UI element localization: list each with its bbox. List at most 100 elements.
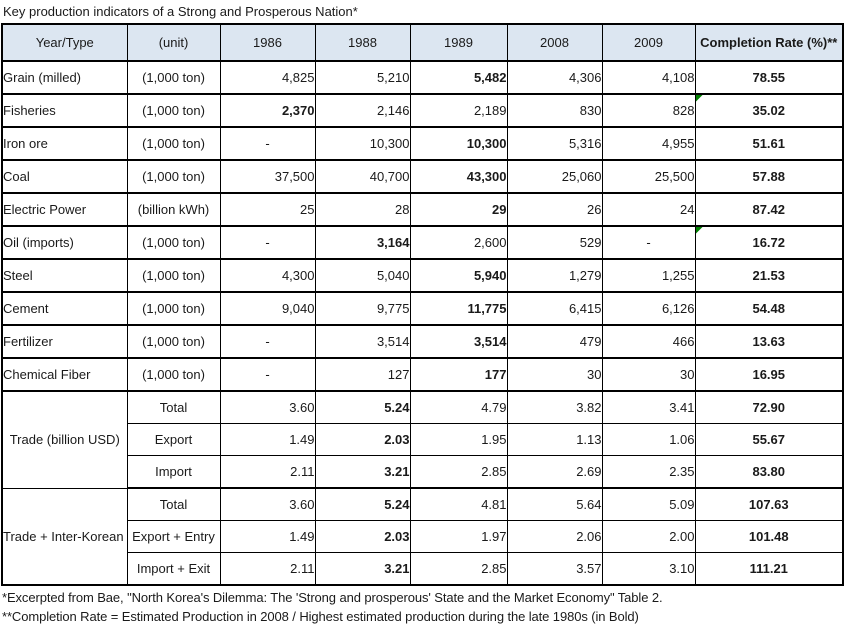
cell-label: Grain (milled) <box>1 60 128 95</box>
cell-2009: 5.09 <box>601 487 696 521</box>
cell-1989: 1.95 <box>409 423 508 456</box>
cell-unit: (1,000 ton) <box>126 258 221 293</box>
footnotes: *Excerpted from Bae, "North Korea's Dile… <box>2 590 846 625</box>
footnote-source: *Excerpted from Bae, "North Korea's Dile… <box>2 590 663 605</box>
cell-type: Export + Entry <box>126 520 221 553</box>
group-label-trade: Trade (billion USD) <box>1 390 128 489</box>
header-year-type: Year/Type <box>1 23 128 62</box>
header-1986: 1986 <box>219 23 316 62</box>
table-row-trade-ike-total: Trade + Inter-Korean Exchange (billion U… <box>1 487 844 586</box>
cell-1988: 2,146 <box>314 93 411 128</box>
group-label-trade-ike: Trade + Inter-Korean Exchange (billion U… <box>1 487 128 586</box>
cell-2008: 2.06 <box>506 520 603 553</box>
cell-2009: 4,955 <box>601 126 696 161</box>
cell-type: Import + Exit <box>126 552 221 586</box>
cell-type: Import <box>126 455 221 489</box>
cell-2009: 3.41 <box>601 390 696 424</box>
cell-completion-rate: 55.67 <box>694 423 844 456</box>
cell-1986: - <box>219 324 316 359</box>
cell-2008: 5.64 <box>506 487 603 521</box>
cell-1986: 2,370 <box>219 93 316 128</box>
header-1989: 1989 <box>409 23 508 62</box>
cell-label: Coal <box>1 159 128 194</box>
cell-1988: 5,210 <box>314 60 411 95</box>
page-title: Key production indicators of a Strong an… <box>3 4 358 19</box>
cell-1986: 3.60 <box>219 487 316 521</box>
cell-type: Total <box>126 390 221 424</box>
cell-error-flag-icon <box>696 227 703 234</box>
cell-completion-rate: 83.80 <box>694 455 844 489</box>
cell-1989: 5,940 <box>409 258 508 293</box>
table-row-trade-ike-import: Import + Exit 2.11 3.21 2.85 3.57 3.10 1… <box>2 552 844 586</box>
cell-2008: 3.82 <box>506 390 603 424</box>
cell-1986: 4,300 <box>219 258 316 293</box>
cell-label: Chemical Fiber <box>1 357 128 392</box>
cell-1988: 3.21 <box>314 455 411 489</box>
cell-1989: 2,600 <box>409 225 508 260</box>
table-row-oil-imports: Oil (imports) (1,000 ton) - 3,164 2,600 … <box>1 225 844 260</box>
cell-2009: 24 <box>601 192 696 227</box>
table-row-trade-export: Export 1.49 2.03 1.95 1.13 1.06 55.67 <box>2 423 844 456</box>
cell-label: Oil (imports) <box>1 225 128 260</box>
rate-value: 16.72 <box>752 235 786 250</box>
cell-2008: 2.69 <box>506 455 603 489</box>
table-row-grain: Grain (milled) (1,000 ton) 4,825 5,210 5… <box>1 60 844 95</box>
cell-1989: 2.85 <box>409 455 508 489</box>
cell-1986: 1.49 <box>219 423 316 456</box>
cell-2009: 466 <box>601 324 696 359</box>
cell-1988: 9,775 <box>314 291 411 326</box>
cell-label: Iron ore <box>1 126 128 161</box>
cell-label: Cement <box>1 291 128 326</box>
cell-completion-rate: 57.88 <box>694 159 844 194</box>
cell-1986: 9,040 <box>219 291 316 326</box>
cell-1986: - <box>219 126 316 161</box>
cell-label: Fertilizer <box>1 324 128 359</box>
cell-1988: 2.03 <box>314 520 411 553</box>
cell-2009: 1.06 <box>601 423 696 456</box>
cell-type: Export <box>126 423 221 456</box>
cell-1986: 2.11 <box>219 455 316 489</box>
cell-completion-rate: 54.48 <box>694 291 844 326</box>
header-completion-rate: Completion Rate (%)** <box>694 23 844 62</box>
cell-2008: 5,316 <box>506 126 603 161</box>
cell-2008: 3.57 <box>506 552 603 586</box>
header-1988: 1988 <box>314 23 411 62</box>
table-row-cement: Cement (1,000 ton) 9,040 9,775 11,775 6,… <box>1 291 844 326</box>
cell-2008: 1,279 <box>506 258 603 293</box>
cell-2008: 26 <box>506 192 603 227</box>
cell-unit: (1,000 ton) <box>126 291 221 326</box>
header-row: Year/Type (unit) 1986 1988 1989 2008 200… <box>1 23 844 62</box>
cell-1988: 3.21 <box>314 552 411 586</box>
cell-2008: 25,060 <box>506 159 603 194</box>
table-row-trade-import: Import 2.11 3.21 2.85 2.69 2.35 83.80 <box>2 455 844 489</box>
table-row-chemical-fiber: Chemical Fiber (1,000 ton) - 127 177 30 … <box>1 357 844 392</box>
cell-1989: 177 <box>409 357 508 392</box>
rate-value: 35.02 <box>752 103 786 118</box>
cell-2009: 4,108 <box>601 60 696 95</box>
cell-1989: 10,300 <box>409 126 508 161</box>
cell-1988: 2.03 <box>314 423 411 456</box>
cell-1989: 4.79 <box>409 390 508 424</box>
cell-1986: 2.11 <box>219 552 316 586</box>
cell-2009: 30 <box>601 357 696 392</box>
cell-unit: (billion kWh) <box>126 192 221 227</box>
footnote-completion-rate: **Completion Rate = Estimated Production… <box>2 609 639 624</box>
cell-1988: 10,300 <box>314 126 411 161</box>
cell-unit: (1,000 ton) <box>126 60 221 95</box>
cell-completion-rate: 21.53 <box>694 258 844 293</box>
table-row-trade-ike-export: Export + Entry 1.49 2.03 1.97 2.06 2.00 … <box>2 520 844 553</box>
table-row-iron-ore: Iron ore (1,000 ton) - 10,300 10,300 5,3… <box>1 126 844 161</box>
cell-unit: (1,000 ton) <box>126 126 221 161</box>
cell-label: Fisheries <box>1 93 128 128</box>
cell-1989: 5,482 <box>409 60 508 95</box>
cell-1986: 3.60 <box>219 390 316 424</box>
cell-unit: (1,000 ton) <box>126 93 221 128</box>
cell-1988: 3,514 <box>314 324 411 359</box>
cell-completion-rate: 101.48 <box>694 520 844 553</box>
cell-label: Steel <box>1 258 128 293</box>
cell-label: Electric Power <box>1 192 128 227</box>
cell-1986: 25 <box>219 192 316 227</box>
cell-1988: 127 <box>314 357 411 392</box>
cell-1989: 43,300 <box>409 159 508 194</box>
cell-completion-rate: 111.21 <box>694 552 844 586</box>
